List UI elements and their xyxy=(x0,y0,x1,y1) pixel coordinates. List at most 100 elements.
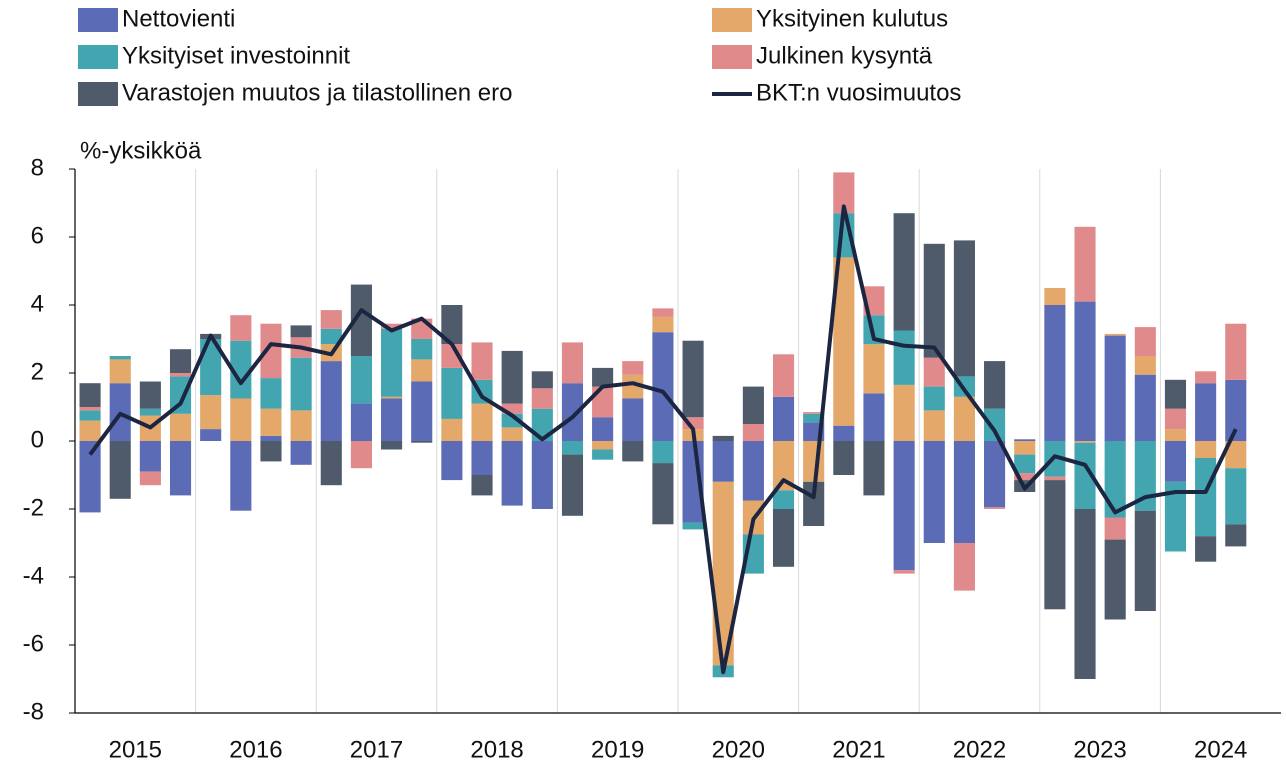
bar xyxy=(803,441,825,482)
bar xyxy=(953,396,975,441)
bar xyxy=(139,408,161,416)
bar xyxy=(893,384,915,441)
bar xyxy=(139,381,161,409)
legend-label: Yksityiset investoinnit xyxy=(122,42,350,69)
bar xyxy=(381,396,403,399)
x-tick-label: 2017 xyxy=(350,736,403,763)
bar xyxy=(1104,333,1126,336)
bar xyxy=(833,172,855,214)
bar xyxy=(290,357,312,411)
bar xyxy=(1164,481,1187,552)
bar xyxy=(1225,323,1247,380)
x-tick-label: 2015 xyxy=(109,736,162,763)
x-tick-label: 2023 xyxy=(1073,736,1126,763)
bar xyxy=(441,305,463,345)
bar xyxy=(984,507,1006,509)
bar xyxy=(471,441,493,475)
bar xyxy=(712,441,734,482)
bar xyxy=(441,367,463,419)
bar xyxy=(1225,379,1247,441)
bar xyxy=(109,356,131,360)
bar xyxy=(350,356,372,404)
bar xyxy=(1044,288,1066,305)
legend-swatch xyxy=(712,45,752,69)
legend-label: Julkinen kysyntä xyxy=(756,42,933,69)
bar xyxy=(1134,356,1156,375)
bar xyxy=(381,398,403,441)
bar xyxy=(200,339,222,396)
bar xyxy=(772,490,795,509)
bar xyxy=(411,339,433,360)
bar xyxy=(1164,408,1187,430)
bar xyxy=(984,408,1006,441)
bar xyxy=(320,310,342,329)
bar xyxy=(381,328,403,397)
x-tick-label: 2019 xyxy=(591,736,644,763)
bar xyxy=(923,441,945,543)
bar xyxy=(1074,442,1096,509)
bar xyxy=(230,315,252,341)
bar xyxy=(1014,441,1036,455)
x-tick-label: 2021 xyxy=(832,736,885,763)
bar xyxy=(381,441,403,450)
bar xyxy=(1164,379,1187,409)
bar xyxy=(561,441,584,455)
bar xyxy=(652,316,674,333)
bar xyxy=(1164,441,1187,482)
bar xyxy=(1104,539,1126,620)
legend-label: Yksityinen kulutus xyxy=(756,5,948,32)
bar xyxy=(742,424,764,441)
bar xyxy=(169,376,192,414)
bar xyxy=(79,410,101,421)
bar xyxy=(169,349,192,373)
bar xyxy=(230,340,252,399)
bar xyxy=(712,435,734,441)
bar xyxy=(592,449,614,460)
x-tick-label: 2024 xyxy=(1194,736,1247,763)
bar xyxy=(592,441,614,450)
x-tick-label: 2020 xyxy=(712,736,765,763)
bar xyxy=(1104,441,1126,518)
bar xyxy=(1014,473,1036,481)
y-tick-label: -6 xyxy=(23,630,44,657)
bar xyxy=(1074,509,1096,679)
legend-label: BKT:n vuosimuutos xyxy=(756,79,961,106)
bar xyxy=(230,398,252,441)
bar xyxy=(169,373,192,377)
bar xyxy=(923,243,945,358)
bar xyxy=(1134,327,1156,356)
bar xyxy=(139,471,161,486)
bar xyxy=(622,361,644,375)
bar xyxy=(923,357,945,387)
bar xyxy=(833,257,855,426)
bar xyxy=(742,386,764,424)
bar xyxy=(1134,510,1156,611)
bar xyxy=(471,475,493,496)
bar xyxy=(350,284,372,356)
bar xyxy=(953,240,975,377)
bar xyxy=(169,441,192,496)
bar xyxy=(893,570,915,574)
bar xyxy=(501,350,523,404)
bar xyxy=(320,328,342,345)
bar xyxy=(953,543,975,591)
bar xyxy=(803,413,825,423)
bar xyxy=(984,441,1006,508)
y-tick-label: -4 xyxy=(23,562,44,589)
bar xyxy=(531,441,553,509)
y-tick-label: -8 xyxy=(23,698,44,725)
bar xyxy=(411,441,433,443)
bar xyxy=(893,441,915,571)
bar xyxy=(772,396,795,441)
bar xyxy=(1044,305,1066,441)
bar xyxy=(652,308,674,317)
legend-label: Varastojen muutos ja tilastollinen ero xyxy=(122,79,512,106)
bar xyxy=(169,413,192,441)
bar xyxy=(652,463,674,525)
bar xyxy=(1014,454,1036,474)
bar xyxy=(1225,468,1247,525)
bar xyxy=(682,522,704,530)
bar xyxy=(592,417,614,441)
y-tick-label: 6 xyxy=(31,222,44,249)
